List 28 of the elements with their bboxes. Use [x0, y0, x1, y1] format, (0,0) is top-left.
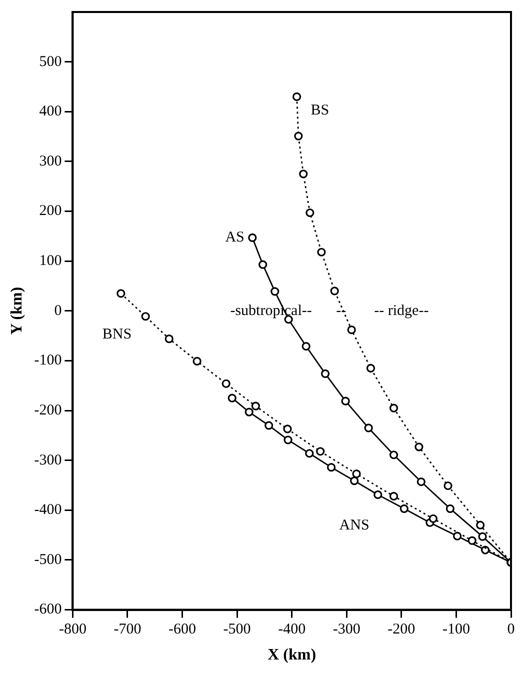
y-axis-title: Y (km) [8, 286, 26, 335]
x-tick-label: -400 [278, 622, 306, 638]
x-tick-label: -100 [442, 622, 470, 638]
y-tick-label: -500 [34, 552, 62, 568]
y-tick-label: -100 [34, 352, 62, 369]
x-axis-title: X (km) [268, 646, 316, 664]
x-tick-label: -200 [388, 622, 416, 638]
y-tick-label: 0 [54, 302, 62, 319]
x-tick-label: -700 [114, 622, 142, 638]
x-tick-label: -800 [58, 622, 86, 638]
y-tick-label: 500 [39, 54, 62, 70]
y-tick-label: 200 [39, 203, 62, 220]
series-label: BS [310, 102, 330, 119]
x-tick-label: -300 [332, 622, 360, 638]
series-label: BNS [102, 326, 132, 342]
series-label: AS [225, 230, 244, 246]
x-tick-label: 0 [507, 622, 515, 638]
x-tick-label: -500 [223, 622, 251, 638]
series-label: ANS [339, 518, 370, 534]
y-tick-label: -300 [34, 452, 62, 468]
y-tick-label: -400 [34, 502, 62, 518]
y-tick-label: 400 [39, 104, 62, 120]
y-tick-label: -200 [34, 402, 62, 418]
y-tick-label: 300 [39, 153, 62, 170]
x-tick-label: -600 [168, 622, 196, 638]
y-tick-label: 100 [39, 253, 62, 270]
annotation: -- ridge-- [374, 302, 429, 319]
y-tick-label: -600 [34, 602, 62, 618]
